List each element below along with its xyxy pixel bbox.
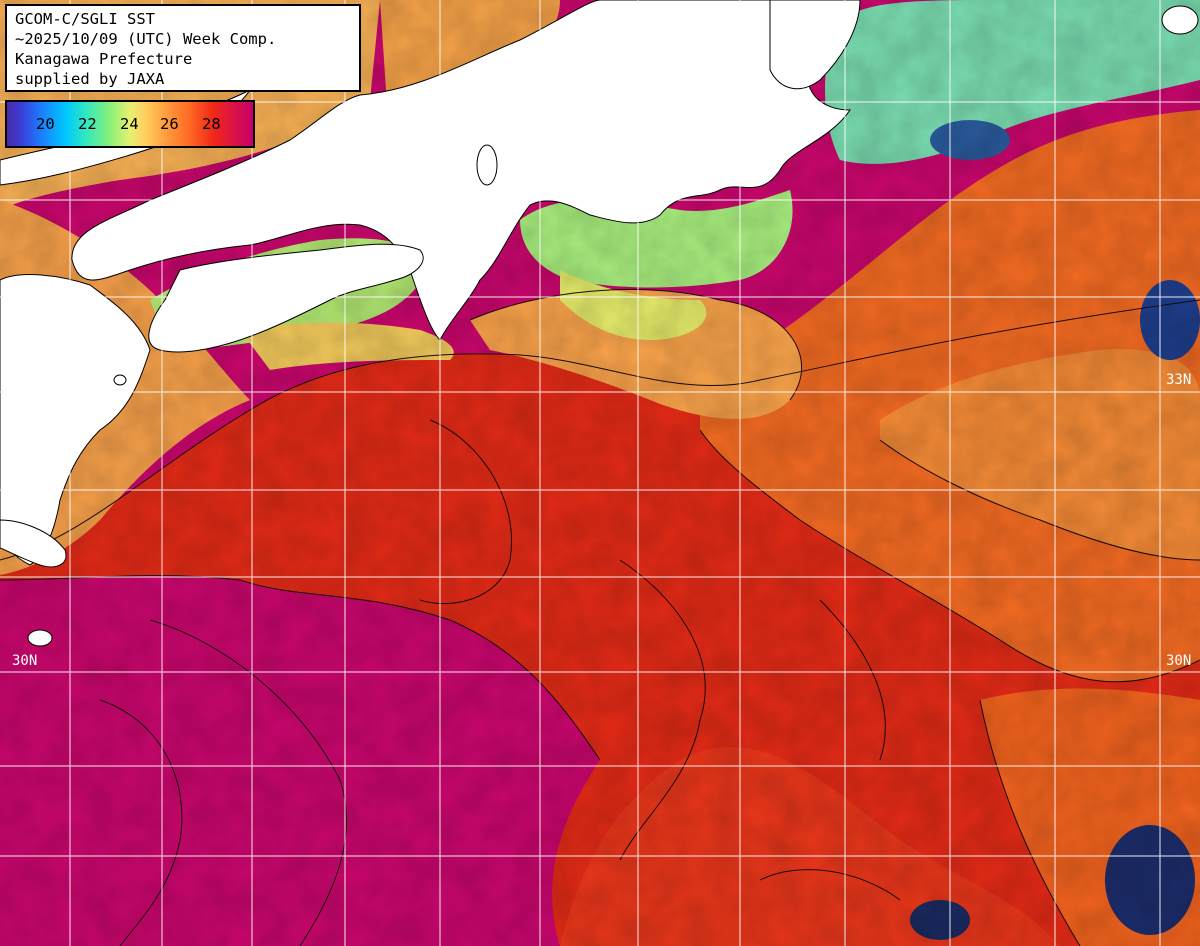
lat-label-30n-right: 30N xyxy=(1166,653,1192,669)
land-shikoku xyxy=(148,243,424,353)
lat-label-30n-left: 30N xyxy=(12,653,38,669)
land-islet-1 xyxy=(113,374,127,386)
sst-colorbar: 20 22 24 26 28 xyxy=(5,100,255,148)
land-osumi xyxy=(0,519,67,568)
lat-label-33n-right: 33N xyxy=(1166,372,1192,388)
product-title: GCOM-C/SGLI SST xyxy=(15,10,155,28)
colorbar-tick-22: 22 xyxy=(78,115,97,133)
land-islet-3 xyxy=(1161,5,1199,35)
land-kyushu xyxy=(0,274,151,566)
composite-date: ~2025/10/09 (UTC) Week Comp. xyxy=(15,30,277,48)
map-info-box: GCOM-C/SGLI SST ~2025/10/09 (UTC) Week C… xyxy=(5,4,361,92)
colorbar-tick-20: 20 xyxy=(36,115,55,133)
supplier-credit: supplied by JAXA xyxy=(15,70,165,88)
region-name: Kanagawa Prefecture xyxy=(15,50,193,68)
colorbar-tick-26: 26 xyxy=(160,115,179,133)
colorbar-tick-28: 28 xyxy=(202,115,221,133)
land-izu xyxy=(769,0,861,90)
colorbar-tick-24: 24 xyxy=(120,115,139,133)
land-islet-2 xyxy=(476,144,498,186)
land-tanegashima xyxy=(27,629,53,647)
sst-contours xyxy=(0,289,1200,946)
